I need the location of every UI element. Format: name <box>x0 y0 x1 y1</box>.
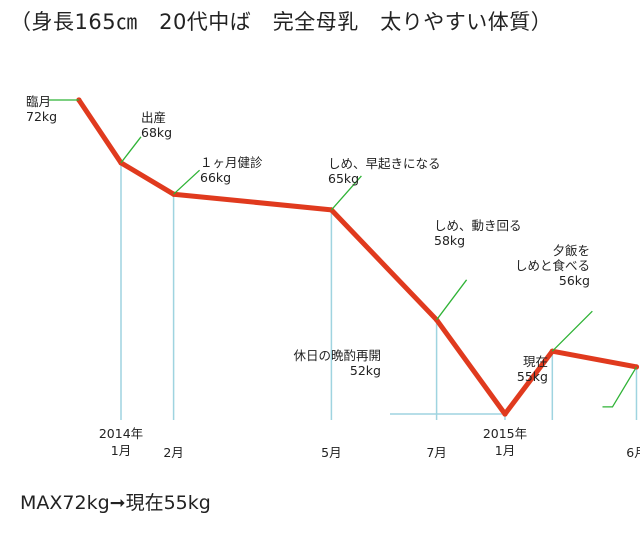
x-tick-label-0-line-0: 2014年 <box>99 426 143 441</box>
x-tick-label-0-line-1: 1月 <box>111 443 131 458</box>
x-tick-label-5-line-0: 6月 <box>626 445 640 460</box>
annotation-1-line-1: 68kg <box>141 125 172 140</box>
x-tick-label-1-line-0: 2月 <box>163 445 183 460</box>
guide-lines <box>120 162 638 420</box>
annotation-0-line-1: 72kg <box>26 109 57 124</box>
annotation-4-line-0: しめ、動き回る <box>434 218 522 233</box>
annotation-6-line-2: 56kg <box>559 273 590 288</box>
annotation-7: 現在 55kg <box>517 354 548 384</box>
series-segment-6 <box>549 348 639 370</box>
summary-footer: MAX72kg➞現在55kg <box>20 492 211 514</box>
annotation-3-line-1: 65kg <box>328 171 359 186</box>
annotation-2-line-0: １ヶ月健診 <box>200 155 263 170</box>
series-segment-5 <box>502 348 555 417</box>
x-axis-labels: 2014年 1月 2月 5月 7月 2015年 1月 6月 <box>99 426 640 460</box>
x-tick-label-2: 5月 <box>321 445 341 460</box>
annotation-3-line-0: しめ、早起きになる <box>328 156 441 171</box>
x-tick-label-4: 2015年 1月 <box>483 426 527 458</box>
annotation-5: 休日の晩酌再開 52kg <box>293 348 381 378</box>
leader-line-6 <box>551 310 593 352</box>
x-tick-label-4-line-1: 1月 <box>495 443 515 458</box>
weight-series <box>76 97 640 417</box>
x-tick-label-1: 2月 <box>163 445 183 460</box>
series-segment-4 <box>434 317 508 417</box>
annotation-5-line-0: 休日の晩酌再開 <box>293 348 381 363</box>
leader-line-1 <box>120 136 142 164</box>
annotation-3: しめ、早起きになる 65kg <box>328 156 441 186</box>
annotation-4: しめ、動き回る 58kg <box>434 218 522 248</box>
annotation-2: １ヶ月健診 66kg <box>200 155 263 185</box>
annotation-4-line-1: 58kg <box>434 233 465 248</box>
annotation-0: 臨月 72kg <box>26 94 57 124</box>
series-segment-1 <box>118 160 177 197</box>
leader-line-4 <box>436 279 468 321</box>
annotation-0-line-0: 臨月 <box>26 94 51 109</box>
profile-header: （身長165㎝ 20代中ば 完全母乳 太りやすい体質） <box>10 10 553 34</box>
annotation-1: 出産 68kg <box>141 110 172 140</box>
weight-line-chart: 臨月 72kg 出産 68kg １ヶ月健診 66kg しめ、早起きになる 65kg しめ、動き回… <box>26 94 640 460</box>
data-point-5 <box>502 411 508 417</box>
annotation-labels: 臨月 72kg 出産 68kg １ヶ月健診 66kg しめ、早起きになる 65kg しめ、動き回… <box>26 94 590 384</box>
x-tick-label-5: 6月 <box>626 445 640 460</box>
x-tick-label-4-line-0: 2015年 <box>483 426 527 441</box>
leader-line-7 <box>602 366 638 408</box>
x-tick-label-3: 7月 <box>426 445 446 460</box>
annotation-6-line-1: しめと食べる <box>515 258 590 273</box>
annotation-5-line-1: 52kg <box>350 363 381 378</box>
series-segment-0 <box>76 97 124 166</box>
annotation-6-line-0: 夕飯を <box>552 243 590 258</box>
x-tick-label-2-line-0: 5月 <box>321 445 341 460</box>
x-tick-label-3-line-0: 7月 <box>426 445 446 460</box>
annotation-2-line-1: 66kg <box>200 170 231 185</box>
annotation-7-line-1: 55kg <box>517 369 548 384</box>
series-segment-2 <box>171 191 334 213</box>
annotation-1-line-0: 出産 <box>141 110 166 125</box>
x-tick-label-0: 2014年 1月 <box>99 426 143 458</box>
leader-line-3 <box>330 175 362 211</box>
annotation-6: 夕飯をしめと食べる 56kg <box>515 243 590 288</box>
series-segment-3 <box>328 207 440 323</box>
leader-line-2 <box>173 169 201 195</box>
annotation-leaders <box>48 99 638 408</box>
annotation-7-line-0: 現在 <box>523 354 548 369</box>
